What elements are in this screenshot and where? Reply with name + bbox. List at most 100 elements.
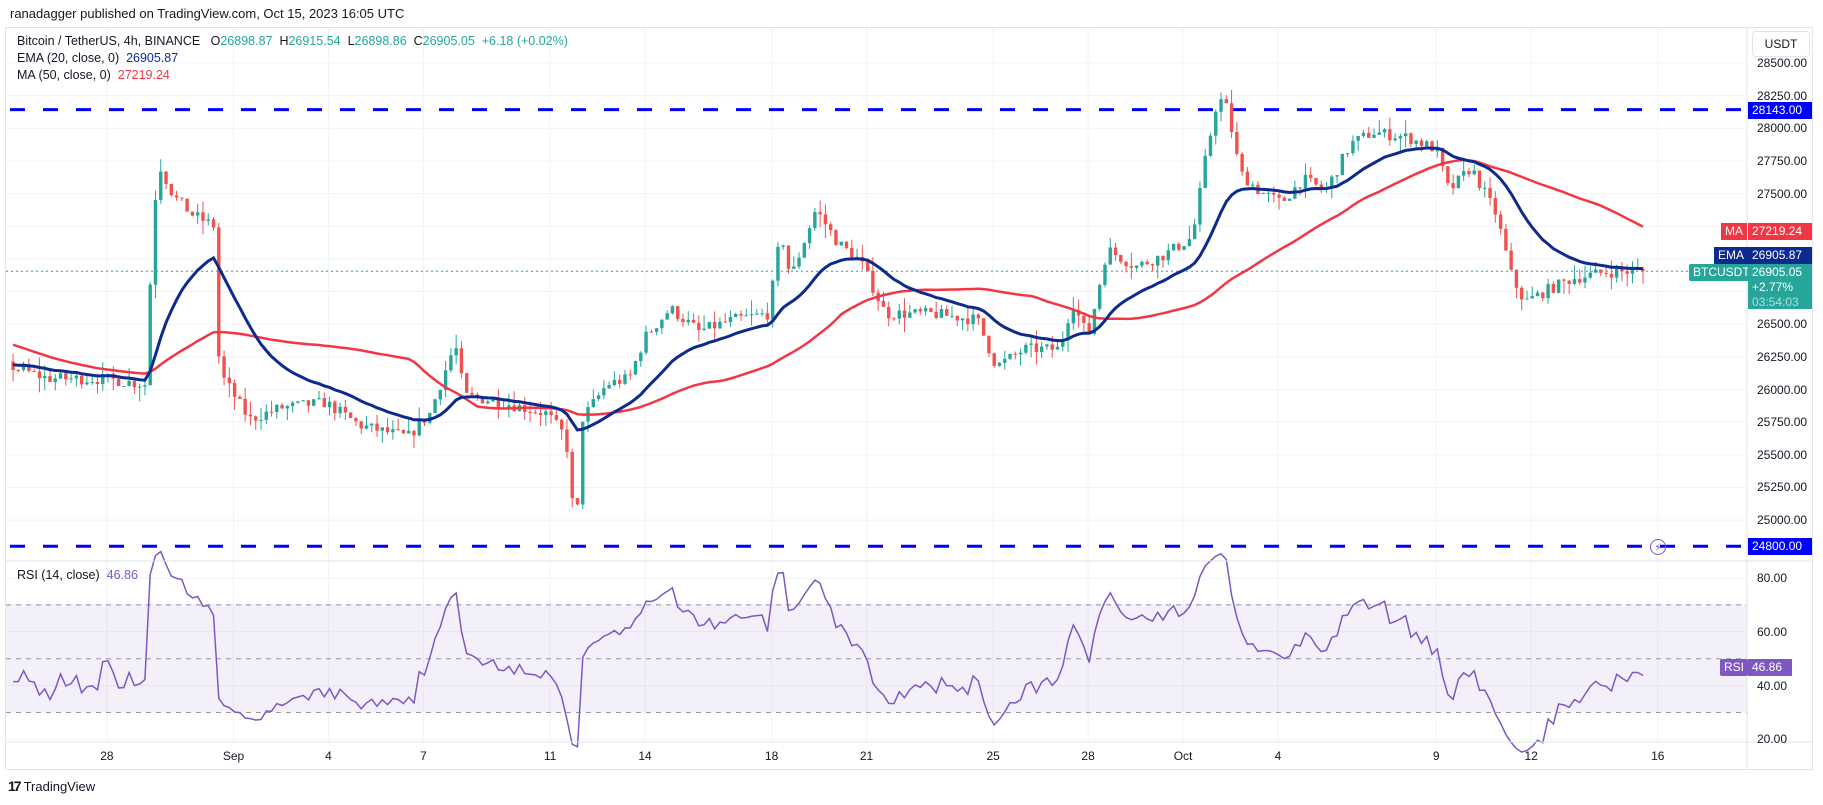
candle-body — [776, 246, 780, 281]
candle-body — [538, 412, 543, 415]
candle — [11, 353, 15, 382]
candle-body — [1150, 264, 1155, 266]
tradingview-logo[interactable]: 17 TradingView — [8, 778, 95, 794]
candle — [1567, 279, 1571, 295]
candle-body — [633, 361, 638, 375]
candle — [1145, 259, 1149, 265]
candle — [1509, 242, 1513, 271]
candle-body — [744, 315, 748, 317]
candle-body — [596, 395, 601, 400]
candle-body — [1377, 132, 1381, 135]
candle — [913, 308, 917, 315]
candle-body — [1208, 135, 1213, 156]
candle — [280, 402, 284, 409]
candle — [85, 374, 89, 386]
currency-button[interactable]: USDT — [1752, 31, 1810, 57]
candle-body — [1562, 279, 1566, 281]
candle-body — [676, 306, 680, 319]
candle-body — [797, 257, 801, 267]
candle-body — [396, 429, 400, 431]
candle — [1214, 109, 1218, 145]
ema-legend[interactable]: EMA (20, close, 0) 26905.87 — [17, 51, 178, 65]
candle — [908, 304, 912, 319]
candle-body — [443, 370, 448, 390]
candle — [955, 315, 959, 327]
ma-legend[interactable]: MA (50, close, 0) 27219.24 — [17, 68, 170, 82]
rsi-legend[interactable]: RSI (14, close) 46.86 — [17, 568, 138, 582]
time-tick-label: 28 — [1081, 749, 1095, 763]
candle — [1277, 192, 1281, 210]
candle-body — [169, 183, 174, 196]
open-value: 26898.87 — [220, 34, 273, 48]
candle — [1134, 265, 1139, 271]
candle — [781, 244, 785, 250]
candle-body — [617, 379, 622, 384]
candle — [591, 389, 596, 408]
candle-body — [53, 378, 57, 382]
candle-body — [1108, 247, 1112, 265]
candle — [1562, 278, 1566, 294]
candle-body — [1045, 344, 1049, 347]
candle-body — [1530, 296, 1534, 299]
candle-body — [813, 212, 817, 229]
candle — [1440, 147, 1445, 172]
candle — [459, 340, 464, 379]
candle — [813, 207, 817, 231]
candle-body — [1467, 171, 1471, 175]
candle-body — [1578, 279, 1582, 283]
candle-body — [385, 427, 390, 433]
last-price-tag: 26905.05 +2.77% 03:54:03 — [1748, 264, 1812, 309]
candle-body — [976, 314, 981, 319]
candle — [1013, 351, 1018, 360]
candle-body — [1245, 171, 1250, 186]
symbol-name[interactable]: Bitcoin / TetherUS, 4h, BINANCE — [17, 34, 201, 48]
candle — [1641, 266, 1645, 284]
candle-body — [264, 411, 268, 420]
candle-body — [950, 315, 954, 317]
candle — [1150, 263, 1155, 272]
candle-body — [1087, 322, 1091, 334]
candle — [322, 392, 326, 408]
candle — [596, 392, 601, 402]
candle-body — [370, 423, 374, 426]
candle — [1409, 132, 1413, 148]
time-tick-label: 12 — [1524, 749, 1538, 763]
candle — [1620, 261, 1624, 282]
candle — [623, 369, 627, 386]
candle — [1245, 167, 1250, 186]
candle — [1018, 348, 1023, 366]
candle — [533, 409, 537, 415]
candle — [792, 256, 796, 269]
candle-body — [1098, 284, 1102, 309]
candle-body — [433, 399, 437, 413]
chart-frame — [5, 27, 1813, 770]
candle-body — [639, 352, 643, 362]
candle-body — [1351, 140, 1355, 154]
ema-value-tag: 26905.87 — [1748, 247, 1812, 264]
candle — [227, 367, 232, 398]
candle-body — [665, 313, 669, 320]
change-value: +6.18 (+0.02%) — [481, 34, 568, 48]
ma-line — [12, 158, 1644, 416]
price-tick-label: 27500.00 — [1757, 186, 1808, 201]
candle — [37, 357, 42, 393]
lightning-icon[interactable]: ⚡ — [1650, 539, 1666, 555]
ma-legend-value: 27219.24 — [117, 68, 170, 82]
candle — [902, 298, 907, 333]
close-value: 26905.05 — [422, 34, 475, 48]
candle — [823, 204, 828, 239]
candle — [79, 374, 84, 389]
candle — [876, 288, 880, 311]
candle-body — [449, 355, 453, 371]
price-tick-label: 25250.00 — [1757, 480, 1808, 495]
candle — [1003, 350, 1007, 370]
candle — [712, 311, 717, 340]
candle — [132, 380, 137, 394]
candle-body — [581, 421, 585, 505]
price-tick-label: 26250.00 — [1757, 349, 1808, 364]
candle — [718, 317, 722, 330]
candle — [744, 308, 748, 317]
candle — [939, 304, 944, 319]
candle-body — [1145, 261, 1149, 265]
